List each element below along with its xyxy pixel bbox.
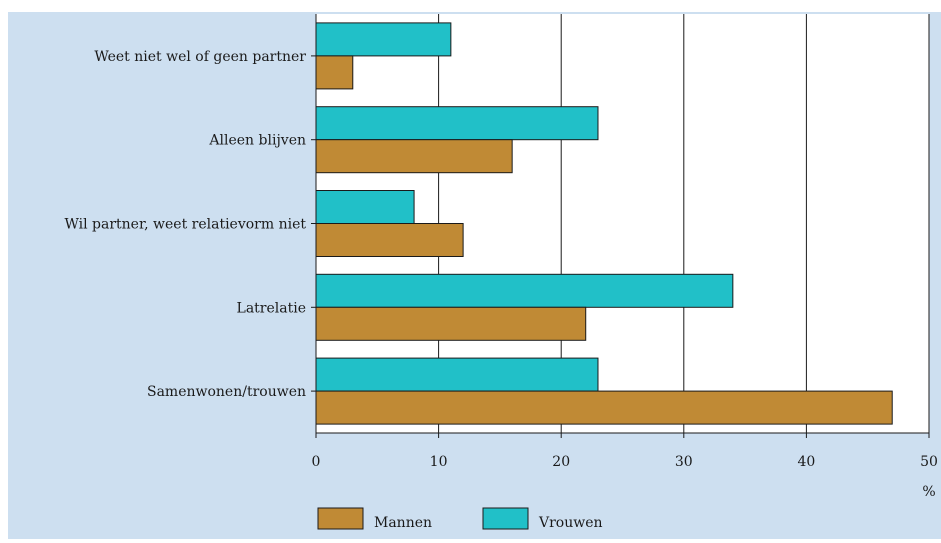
category-label: Weet niet wel of geen partner bbox=[94, 49, 306, 65]
x-tick-label: 20 bbox=[552, 454, 570, 470]
x-axis-label: % bbox=[922, 484, 935, 500]
bar-vrouwen bbox=[315, 22, 452, 57]
x-tick-label: 40 bbox=[797, 454, 815, 470]
legend-label-vrouwen: Vrouwen bbox=[538, 515, 603, 531]
bar-vrouwen bbox=[315, 106, 599, 141]
bar-mannen bbox=[315, 55, 354, 90]
legend-swatch-mannen bbox=[317, 507, 364, 530]
bar-vrouwen bbox=[315, 190, 415, 224]
legend-swatch-vrouwen bbox=[482, 507, 529, 530]
category-label: Latrelatie bbox=[237, 300, 306, 316]
category-label: Alleen blijven bbox=[208, 133, 306, 149]
bar-mannen bbox=[315, 139, 513, 174]
x-tick-label: 50 bbox=[920, 454, 938, 470]
bar-vrouwen bbox=[315, 273, 734, 308]
bar-mannen bbox=[315, 390, 893, 425]
category-label: Samenwonen/trouwen bbox=[147, 384, 306, 400]
x-tick-label: 0 bbox=[312, 454, 321, 470]
category-label: Wil partner, weet relatievorm niet bbox=[64, 217, 306, 233]
legend-label-mannen: Mannen bbox=[374, 515, 432, 531]
bar-vrouwen bbox=[315, 357, 599, 392]
bar-mannen bbox=[315, 306, 587, 341]
bar-mannen bbox=[315, 223, 464, 257]
x-tick-label: 30 bbox=[675, 454, 693, 470]
x-tick-label: 10 bbox=[430, 454, 448, 470]
